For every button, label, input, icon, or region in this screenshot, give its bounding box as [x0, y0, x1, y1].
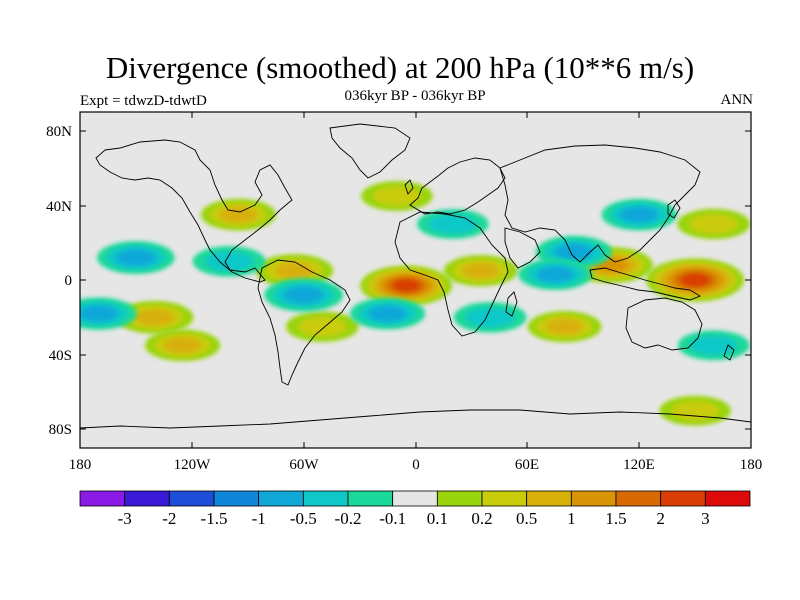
latitude-axis: 80N 40N 0 40S 80S: [46, 124, 751, 438]
colorbar-label-1: -2: [162, 509, 176, 528]
lat-label-40s: 40S: [49, 348, 72, 364]
plot-title: Divergence (smoothed) at 200 hPa (10**6 …: [105, 50, 695, 85]
experiment-label: Expt = tdwzD-tdwtD: [80, 93, 207, 109]
coastline-new-zealand: [723, 344, 735, 361]
contour-region-14-2: [80, 305, 118, 322]
contour-region-5-2: [163, 337, 202, 354]
coastlines: [80, 123, 751, 429]
contour-region-10-2: [462, 262, 500, 279]
colorbar-swatch-6: [347, 490, 394, 507]
colorbar-label-8: 0.2: [471, 509, 492, 528]
colorbar-swatch-13: [660, 490, 706, 507]
lon-label-60w: 60W: [289, 457, 319, 473]
contour-region-18-2: [620, 206, 658, 223]
lon-label-60e: 60E: [515, 457, 539, 473]
colorbar-label-3: -1: [252, 509, 266, 528]
lon-label-180w: 180: [69, 457, 92, 473]
colorbar: -3 -2 -1.5 -1 -0.5 -0.2 -0.1 0.1 0.2 0.5 1 1.5 2 3: [79, 490, 751, 528]
colorbar-label-6: -0.1: [379, 509, 406, 528]
season-label: ANN: [720, 92, 754, 108]
longitude-axis: 180 120W 60W 0 60E 120E 180: [69, 112, 763, 473]
contour-region-6-2: [219, 206, 258, 223]
field-blobs: [80, 181, 751, 426]
colorbar-label-7: 0.1: [427, 509, 448, 528]
lon-label-120w: 120W: [174, 457, 212, 473]
contour-region-0-5: [681, 273, 710, 287]
contour-fill: [80, 181, 751, 426]
colorbar-label-9: 0.5: [516, 509, 537, 528]
contour-region-7-2: [546, 318, 584, 335]
contour-region-21-1: [428, 214, 477, 234]
coastline-south-america: [257, 259, 351, 386]
contour-region-17-2: [554, 243, 594, 261]
coastline-antarctica: [80, 409, 751, 429]
lat-label-0: 0: [65, 273, 73, 289]
colorbar-swatch-14: [704, 490, 751, 507]
colorbar-swatch-0: [79, 490, 126, 507]
colorbar-label-2: -1.5: [201, 509, 228, 528]
contour-region-16-2: [368, 305, 407, 322]
colorbar-label-4: -0.5: [290, 509, 317, 528]
contour-region-11-1: [298, 316, 347, 337]
contour-region-15-2: [283, 286, 324, 304]
coastline-greenland: [329, 123, 411, 179]
colorbar-swatch-7: [392, 490, 438, 507]
contour-region-4-2: [274, 262, 314, 279]
colorbar-swatch-12: [615, 490, 662, 507]
lat-label-80s: 80S: [49, 422, 72, 438]
coastline-north-america: [95, 139, 293, 283]
colorbar-label-0: -3: [118, 509, 132, 528]
colorbar-label-11: 1.5: [605, 509, 626, 528]
colorbar-swatch-2: [168, 490, 215, 507]
coastline-indonesia: [589, 267, 702, 301]
colorbar-swatch-9: [481, 490, 528, 507]
coastline-japan: [667, 199, 681, 219]
coastline-australia: [625, 297, 703, 351]
contour-region-1-5: [393, 279, 420, 292]
coastline-arabia: [504, 227, 541, 269]
colorbar-swatch-1: [124, 490, 170, 507]
colorbar-swatch-10: [526, 490, 572, 507]
contour-region-3-2: [135, 309, 174, 326]
contour-region-13-2: [116, 249, 156, 266]
contour-region-9-1: [372, 186, 421, 206]
colorbar-label-12: 2: [656, 509, 665, 528]
colorbar-swatch-8: [436, 490, 483, 507]
colorbar-label-10: 1: [567, 509, 576, 528]
colorbar-swatch-11: [570, 490, 617, 507]
colorbar-swatch-4: [258, 490, 304, 507]
coastline-asia: [499, 144, 701, 263]
contour-region-12-1: [671, 400, 719, 421]
period-label: 036kyr BP - 036kyr BP: [344, 88, 486, 104]
colorbar-swatch-3: [213, 490, 260, 507]
coastline-africa: [394, 211, 509, 337]
lon-label-180e: 180: [740, 457, 763, 473]
lat-label-40n: 40N: [46, 199, 72, 215]
contour-region-20-1: [465, 307, 515, 328]
colorbar-label-5: -0.2: [335, 509, 362, 528]
contour-region-22-1: [204, 251, 254, 272]
contour-region-19-2: [536, 266, 574, 283]
coastline-uk: [404, 179, 414, 195]
colorbar-swatch-5: [302, 490, 349, 507]
contour-region-8-1: [689, 213, 738, 235]
lon-label-0: 0: [412, 457, 420, 473]
lon-label-120e: 120E: [623, 457, 655, 473]
coastline-madagascar: [505, 291, 518, 317]
colorbar-label-13: 3: [701, 509, 710, 528]
lat-label-80n: 80N: [46, 124, 72, 140]
